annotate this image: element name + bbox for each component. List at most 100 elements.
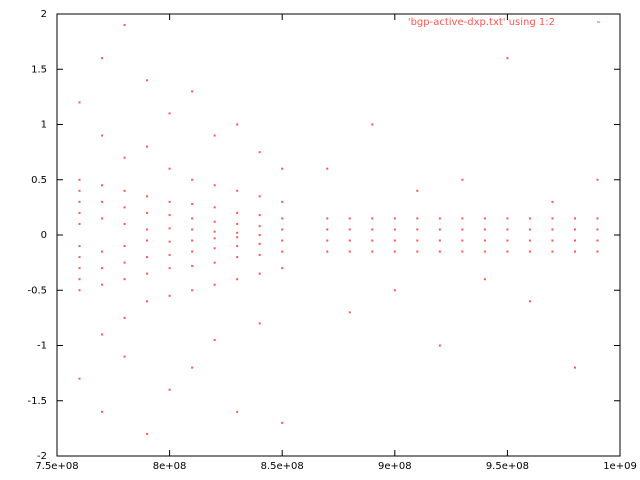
point xyxy=(438,239,441,242)
point xyxy=(168,253,171,256)
point xyxy=(191,289,194,292)
point xyxy=(528,300,531,303)
point xyxy=(213,338,216,341)
point xyxy=(573,366,576,369)
point xyxy=(371,228,374,231)
point xyxy=(168,112,171,115)
point xyxy=(168,200,171,203)
point xyxy=(393,289,396,292)
point xyxy=(483,250,486,253)
point xyxy=(573,217,576,220)
point xyxy=(146,256,149,259)
point xyxy=(146,239,149,242)
point xyxy=(123,261,126,264)
point xyxy=(438,217,441,220)
point xyxy=(236,236,239,239)
y-tick-label: 0 xyxy=(41,230,47,241)
point xyxy=(236,231,239,234)
point xyxy=(236,278,239,281)
point xyxy=(461,239,464,242)
point xyxy=(78,245,81,248)
point xyxy=(146,145,149,148)
point xyxy=(326,228,329,231)
point xyxy=(326,250,329,253)
point xyxy=(326,239,329,242)
point xyxy=(348,311,351,314)
point xyxy=(281,228,284,231)
point xyxy=(461,217,464,220)
point xyxy=(371,239,374,242)
point xyxy=(78,189,81,192)
y-tick-label: -1.5 xyxy=(27,396,47,407)
point xyxy=(258,225,261,228)
point xyxy=(123,222,126,225)
point xyxy=(551,228,554,231)
point xyxy=(213,261,216,264)
point xyxy=(213,206,216,209)
point xyxy=(281,250,284,253)
point xyxy=(146,211,149,214)
point xyxy=(371,250,374,253)
point xyxy=(438,344,441,347)
point xyxy=(146,272,149,275)
point xyxy=(281,267,284,270)
point xyxy=(213,220,216,223)
point xyxy=(168,227,171,230)
point xyxy=(348,217,351,220)
y-tick-label: 1.5 xyxy=(31,64,47,75)
point xyxy=(506,217,509,220)
point xyxy=(551,200,554,203)
point xyxy=(528,250,531,253)
point xyxy=(281,421,284,424)
point xyxy=(506,228,509,231)
y-tick-label: 2 xyxy=(41,9,47,20)
point xyxy=(101,134,104,137)
point xyxy=(326,167,329,170)
point xyxy=(168,240,171,243)
point xyxy=(191,239,194,242)
point xyxy=(191,217,194,220)
point xyxy=(573,250,576,253)
point xyxy=(326,217,329,220)
y-tick-label: 1 xyxy=(41,120,47,131)
point xyxy=(461,178,464,181)
point xyxy=(236,410,239,413)
x-tick-label: 8e+08 xyxy=(153,461,187,472)
point xyxy=(168,388,171,391)
point xyxy=(78,377,81,380)
point xyxy=(281,200,284,203)
point xyxy=(101,217,104,220)
y-tick-label: 0.5 xyxy=(31,175,47,186)
x-tick-label: 7.5e+08 xyxy=(35,461,78,472)
x-tick-label: 1e+09 xyxy=(603,461,637,472)
point xyxy=(123,206,126,209)
point xyxy=(461,250,464,253)
point xyxy=(371,123,374,126)
point xyxy=(213,230,216,233)
point xyxy=(596,178,599,181)
point xyxy=(281,239,284,242)
point xyxy=(506,239,509,242)
point xyxy=(191,228,194,231)
point xyxy=(506,250,509,253)
point xyxy=(348,239,351,242)
point xyxy=(78,222,81,225)
point xyxy=(528,217,531,220)
x-tick-label: 9e+08 xyxy=(378,461,412,472)
point xyxy=(168,167,171,170)
point xyxy=(393,239,396,242)
point xyxy=(191,250,194,253)
point xyxy=(191,203,194,206)
point xyxy=(191,178,194,181)
point xyxy=(281,167,284,170)
plot-frame xyxy=(56,13,621,457)
point xyxy=(596,239,599,242)
point xyxy=(101,410,104,413)
point xyxy=(258,195,261,198)
point xyxy=(258,253,261,256)
point xyxy=(258,242,261,245)
point xyxy=(78,267,81,270)
point xyxy=(78,211,81,214)
point xyxy=(146,195,149,198)
